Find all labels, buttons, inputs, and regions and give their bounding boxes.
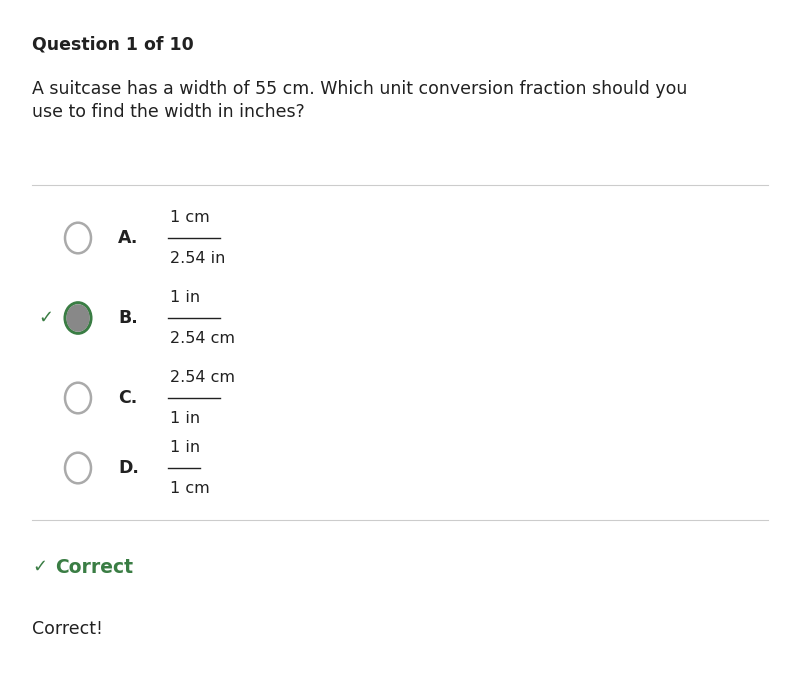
- Text: 2.54 cm: 2.54 cm: [170, 370, 235, 385]
- Text: 2.54 in: 2.54 in: [170, 251, 226, 266]
- Text: A suitcase has a width of 55 cm. Which unit conversion fraction should you: A suitcase has a width of 55 cm. Which u…: [32, 80, 687, 98]
- Point: [195, 464, 205, 472]
- Point: [163, 394, 173, 402]
- Text: ✓: ✓: [32, 558, 47, 576]
- Text: 1 cm: 1 cm: [170, 481, 210, 496]
- Text: 1 in: 1 in: [170, 411, 200, 426]
- Text: Question 1 of 10: Question 1 of 10: [32, 35, 194, 53]
- Point: [163, 314, 173, 322]
- Text: 1 in: 1 in: [170, 290, 200, 305]
- Text: A.: A.: [118, 229, 138, 247]
- Text: use to find the width in inches?: use to find the width in inches?: [32, 103, 305, 121]
- Text: B.: B.: [118, 309, 138, 327]
- Text: D.: D.: [118, 459, 139, 477]
- Ellipse shape: [66, 304, 90, 332]
- Text: ✓: ✓: [38, 309, 54, 327]
- Text: 1 in: 1 in: [170, 440, 200, 455]
- Text: Correct: Correct: [55, 558, 133, 577]
- Point: [163, 234, 173, 242]
- Point: [214, 314, 224, 322]
- Text: 1 cm: 1 cm: [170, 210, 210, 225]
- Text: Correct!: Correct!: [32, 620, 103, 638]
- Text: C.: C.: [118, 389, 138, 407]
- Point: [214, 394, 224, 402]
- Point: [214, 234, 224, 242]
- Point: [163, 464, 173, 472]
- Text: 2.54 cm: 2.54 cm: [170, 331, 235, 346]
